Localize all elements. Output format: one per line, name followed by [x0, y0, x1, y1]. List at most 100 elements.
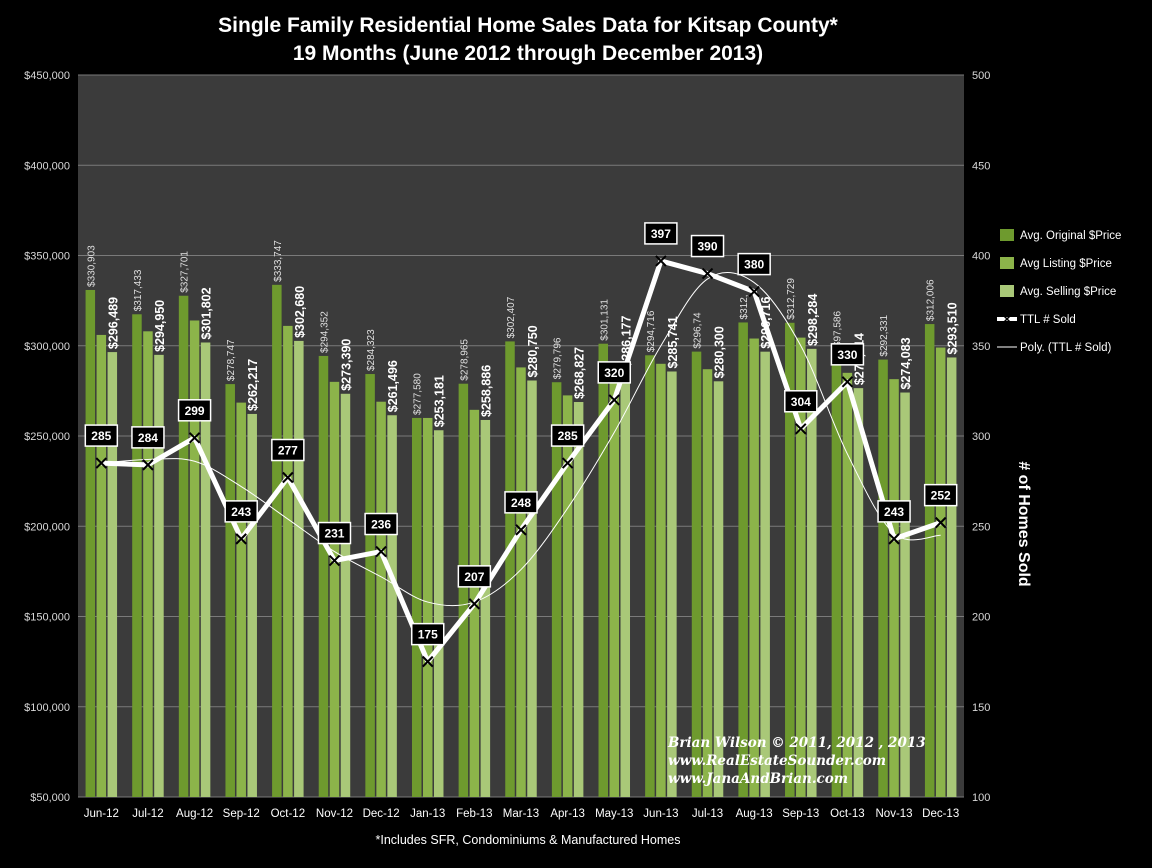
sold-label: 243 — [884, 505, 904, 519]
x-tick-label: Feb-13 — [456, 808, 492, 820]
bar-listing — [562, 395, 573, 797]
legend-label: Avg Listing $Price — [1020, 258, 1112, 270]
bar-listing — [796, 337, 806, 797]
bar-listing — [656, 363, 666, 797]
poly-line — [101, 272, 941, 607]
bar-original — [691, 351, 702, 797]
sold-label-box — [131, 426, 165, 449]
x-tick-label: Nov-12 — [316, 808, 353, 820]
bar-selling — [573, 402, 584, 797]
sold-label-box — [410, 622, 445, 646]
sold-label-box — [364, 512, 398, 536]
bar-listing — [749, 338, 759, 797]
x-tick-label: Aug-13 — [736, 808, 773, 820]
bar-original — [924, 324, 935, 797]
bar-selling — [480, 419, 491, 797]
bar-listing — [189, 320, 200, 797]
y-tick-label: $250,000 — [24, 431, 70, 443]
bar-original — [738, 322, 748, 797]
bar-listing — [143, 331, 153, 797]
sold-label: 284 — [138, 431, 158, 445]
bar-original — [225, 384, 235, 797]
sold-label-box — [644, 222, 678, 245]
legend-label: Avg. Original $Price — [1020, 230, 1121, 242]
selling-price-label: $294,950 — [153, 300, 167, 352]
sold-label-box — [550, 424, 585, 447]
sold-label-box — [271, 438, 305, 462]
sold-marker — [188, 432, 201, 444]
bar-original — [785, 322, 795, 797]
original-price-label: $279,796 — [553, 337, 564, 379]
y2-tick-label: 150 — [972, 702, 990, 714]
sold-label: 285 — [558, 429, 578, 443]
sold-label-box — [84, 424, 119, 447]
bar-original — [272, 284, 282, 797]
sold-marker — [235, 533, 247, 545]
original-price-label: $327,701 — [180, 251, 191, 293]
sold-label-box — [457, 565, 492, 588]
selling-price-label: $285,741 — [666, 316, 680, 368]
selling-price-label: $258,886 — [479, 365, 493, 417]
sold-label-box — [504, 491, 538, 514]
original-price-labels: $330,903 $317,433 $327,701 $278,747 $333,747… — [86, 240, 936, 415]
y2-tick-label: 200 — [972, 612, 990, 624]
y-tick-label: $50,000 — [30, 792, 70, 804]
credit-line2: www.RealEstateSounder.com — [668, 753, 886, 769]
bar-original — [132, 314, 142, 797]
x-tick-label: May-13 — [595, 808, 633, 820]
legend-swatch — [1000, 257, 1014, 269]
y2-axis-label: # of Homes Sold — [1015, 461, 1032, 586]
y2-tick-label: 350 — [972, 341, 990, 353]
sold-label-box — [224, 500, 258, 523]
sold-marker — [701, 267, 714, 280]
bar-selling — [760, 351, 770, 797]
legend-swatch — [1000, 229, 1014, 241]
sold-label: 330 — [837, 348, 857, 362]
sold-label-box — [923, 483, 958, 507]
bar-original — [365, 374, 375, 797]
selling-price-label: $301,802 — [200, 287, 214, 339]
y-axis-left: $50,000 $100,000 $150,000 $200,000 $250,000 $… — [24, 70, 70, 804]
x-tick-label: Jul-13 — [692, 808, 723, 820]
sold-marker — [608, 394, 620, 406]
bar-original — [598, 343, 609, 797]
bar-listing — [236, 402, 246, 797]
sold-label-box — [177, 399, 212, 422]
bar-selling — [294, 340, 304, 797]
selling-price-label: $253,181 — [433, 375, 447, 427]
sold-marker — [328, 554, 341, 567]
sold-label-box — [877, 500, 911, 523]
selling-price-label: $280,750 — [526, 325, 540, 377]
sold-label: 380 — [744, 258, 764, 272]
sold-labels: 285 284 299 243 277 231 236 175 207 248 285 320 397 3… — [84, 222, 958, 646]
sold-label: 299 — [185, 404, 205, 418]
chart-title-line2: 19 Months (June 2012 through December 20… — [293, 42, 763, 65]
y2-tick-label: 100 — [972, 792, 990, 804]
y-tick-label: $350,000 — [24, 251, 70, 263]
bar-original — [878, 359, 888, 797]
bar-original — [85, 289, 96, 797]
sold-marker — [841, 376, 854, 388]
selling-price-label: $280,300 — [713, 326, 727, 378]
sold-marker — [95, 457, 108, 469]
sold-label: 236 — [371, 518, 391, 532]
x-tick-label: Sep-13 — [782, 808, 819, 820]
bar-selling — [247, 413, 257, 797]
sold-label-box — [737, 252, 771, 276]
bar-selling — [713, 381, 724, 797]
bar-selling — [853, 388, 864, 797]
bar-listing — [516, 367, 526, 797]
selling-price-label: $274,083 — [899, 337, 913, 389]
price-bars — [85, 284, 957, 797]
sold-label: 252 — [931, 489, 951, 503]
sold-label-box — [317, 521, 352, 545]
sold-line — [95, 255, 947, 668]
chart-title-line1: Single Family Residential Home Sales Dat… — [218, 14, 838, 37]
sold-label: 231 — [324, 527, 344, 541]
original-price-label: $312, — [739, 294, 750, 319]
original-price-label: $312,006 — [926, 279, 937, 321]
bar-selling — [620, 370, 631, 797]
original-price-label: $97,586 — [832, 311, 843, 348]
bar-original — [831, 350, 842, 797]
bar-selling — [946, 357, 957, 797]
